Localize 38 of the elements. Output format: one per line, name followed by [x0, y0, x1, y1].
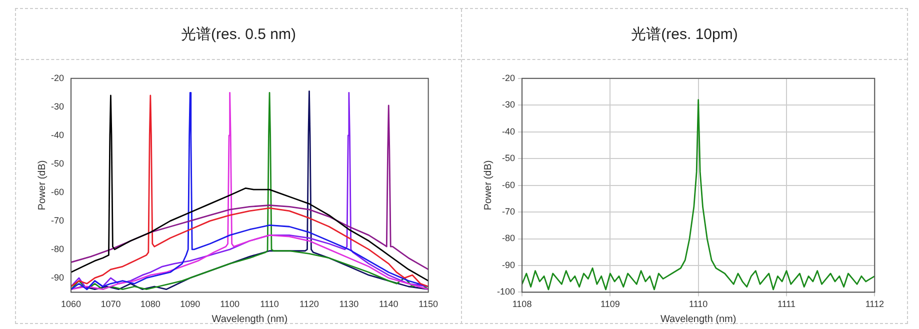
x-tick-label: 1070: [100, 299, 121, 310]
y-axis-title: Power (dB): [482, 160, 494, 210]
y-tick-label: -80: [502, 233, 516, 244]
y-tick-label: -80: [50, 244, 64, 254]
x-tick-label: 1080: [140, 299, 160, 310]
x-tick-label: 1140: [378, 299, 398, 310]
x-tick-label: 1120: [300, 299, 319, 310]
x-tick-label: 1112: [865, 299, 884, 310]
x-tick-label: 1100: [220, 299, 240, 310]
y-tick-label: -70: [502, 206, 516, 217]
y-tick-label: -90: [502, 260, 516, 270]
x-tick-label: 1110: [688, 299, 708, 310]
y-tick-label: -20: [50, 72, 64, 83]
y-tick-label: -40: [502, 126, 516, 136]
y-tick-label: -50: [502, 153, 516, 164]
x-tick-label: 1109: [600, 299, 620, 310]
y-tick-label: -90: [50, 272, 64, 282]
y-tick-label: -60: [50, 186, 64, 197]
y-tick-label: -70: [50, 215, 64, 226]
y-tick-label: -50: [50, 158, 64, 168]
y-tick-label: -20: [502, 72, 516, 83]
x-tick-label: 1150: [418, 299, 438, 310]
x-tick-label: 1108: [512, 299, 532, 310]
y-axis-title: Power (dB): [36, 160, 48, 210]
chart-title: 光谱(res. 10pm): [462, 9, 907, 60]
x-tick-label: 1110: [260, 299, 279, 310]
x-axis-title: Wavelength (nm): [212, 314, 288, 325]
y-tick-label: -30: [50, 101, 64, 112]
x-tick-label: 1111: [777, 299, 796, 310]
x-tick-label: 1090: [180, 299, 200, 310]
y-tick-label: -30: [502, 100, 516, 110]
chart-title: 光谱(res. 0.5 nm): [16, 9, 461, 60]
y-tick-label: -60: [502, 180, 516, 190]
x-axis-title: Wavelength (nm): [660, 314, 736, 325]
x-tick-label: 1060: [60, 299, 82, 310]
y-tick-label: -100: [497, 286, 516, 297]
x-tick-label: 1130: [339, 299, 359, 310]
y-tick-label: -40: [50, 130, 64, 140]
